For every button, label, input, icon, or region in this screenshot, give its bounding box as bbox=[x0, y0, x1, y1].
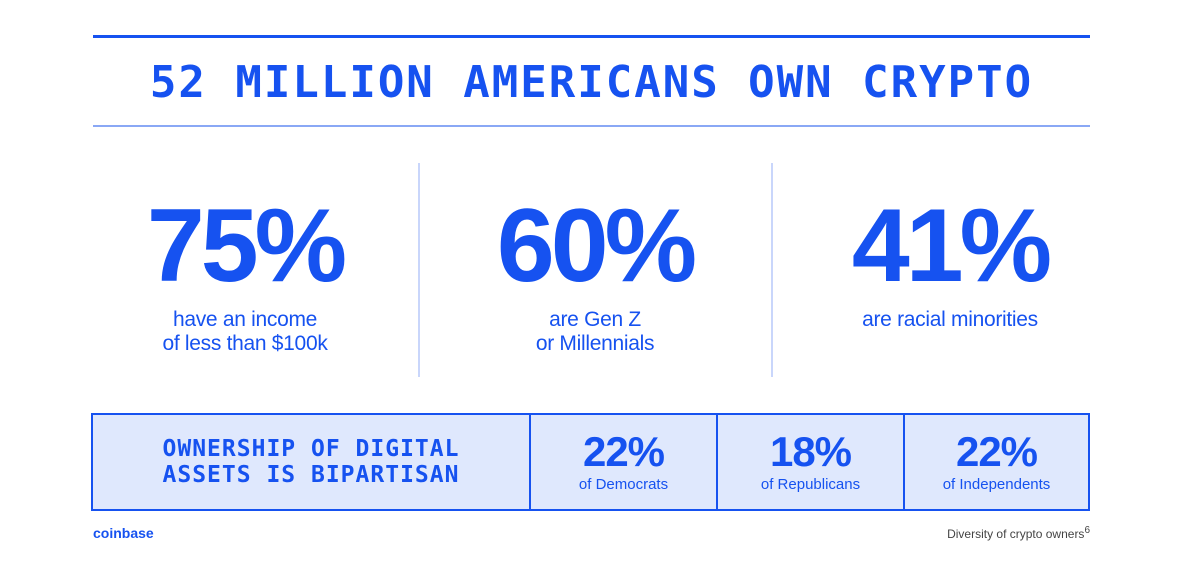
bipartisan-panel: OWNERSHIP OF DIGITAL ASSETS IS BIPARTISA… bbox=[91, 413, 1090, 511]
stat-divider bbox=[418, 163, 420, 377]
headline: 52 MILLION AMERICANS OWN CRYPTO bbox=[149, 57, 1034, 108]
stat-value: 60% bbox=[496, 188, 697, 304]
party-independents: 22% of Independents bbox=[903, 415, 1088, 509]
top-rule bbox=[93, 35, 1090, 38]
stat-divider bbox=[771, 163, 773, 377]
footnote-ref: 6 bbox=[1084, 525, 1090, 536]
stat-description: are Gen Z or Millennials bbox=[535, 308, 655, 355]
bipartisan-label: OWNERSHIP OF DIGITAL ASSETS IS BIPARTISA… bbox=[162, 436, 460, 488]
stat-value: 41% bbox=[851, 188, 1052, 304]
stat-value: 75% bbox=[146, 188, 347, 304]
party-democrats: 22% of Democrats bbox=[529, 415, 716, 509]
party-value: 22% bbox=[955, 428, 1038, 475]
stat-description: are racial minorities bbox=[862, 308, 1038, 331]
party-value: 22% bbox=[582, 428, 665, 475]
party-republicans: 18% of Republicans bbox=[716, 415, 903, 509]
bipartisan-label-cell: OWNERSHIP OF DIGITAL ASSETS IS BIPARTISA… bbox=[93, 415, 529, 509]
coinbase-logo: coinbase bbox=[93, 525, 154, 541]
stat-minorities: 41% are racial minorities bbox=[800, 190, 1100, 332]
footnote-text: Diversity of crypto owners bbox=[947, 527, 1085, 541]
party-value: 18% bbox=[769, 428, 852, 475]
headline-rule bbox=[93, 125, 1090, 127]
stat-income: 75% have an income of less than $100k bbox=[95, 190, 395, 356]
stat-description: have an income of less than $100k bbox=[162, 308, 328, 355]
party-label: of Democrats bbox=[578, 476, 669, 493]
party-label: of Republicans bbox=[760, 476, 861, 493]
footnote: Diversity of crypto owners6 bbox=[947, 525, 1090, 541]
party-label: of Independents bbox=[942, 476, 1051, 493]
stat-generation: 60% are Gen Z or Millennials bbox=[445, 190, 745, 356]
